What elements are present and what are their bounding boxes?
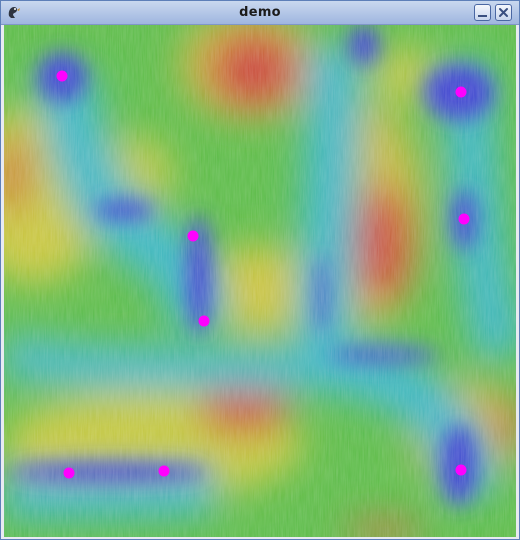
critical-point: [455, 464, 467, 476]
title-bar[interactable]: demo: [1, 1, 519, 25]
close-button[interactable]: [495, 4, 512, 21]
critical-point: [158, 465, 170, 477]
minimize-button[interactable]: [474, 4, 491, 21]
app-logo-icon: [6, 4, 22, 20]
critical-point: [198, 315, 210, 327]
critical-point: [56, 70, 68, 82]
critical-point: [455, 86, 467, 98]
window-title: demo: [239, 5, 281, 20]
critical-point: [187, 230, 199, 242]
critical-point: [63, 467, 75, 479]
flow-visualization-canvas[interactable]: [4, 25, 516, 537]
minimize-icon: [478, 15, 487, 17]
vector-field-lic-image: [4, 25, 516, 537]
close-icon: [499, 8, 508, 17]
critical-point: [458, 213, 470, 225]
